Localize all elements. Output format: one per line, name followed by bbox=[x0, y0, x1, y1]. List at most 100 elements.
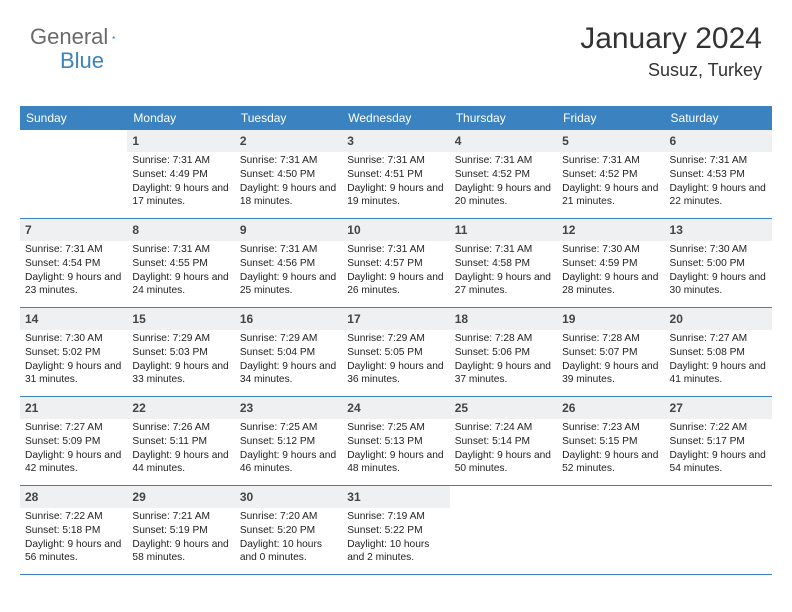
day-cell: 1Sunrise: 7:31 AMSunset: 4:49 PMDaylight… bbox=[127, 130, 234, 218]
day-cell: 7Sunrise: 7:31 AMSunset: 4:54 PMDaylight… bbox=[20, 219, 127, 307]
daylight-text: Daylight: 9 hours and 41 minutes. bbox=[670, 360, 767, 388]
sunset-text: Sunset: 5:19 PM bbox=[132, 524, 229, 538]
sunrise-text: Sunrise: 7:31 AM bbox=[455, 154, 552, 168]
day-info: Sunrise: 7:31 AMSunset: 4:56 PMDaylight:… bbox=[240, 243, 337, 298]
daylight-text: Daylight: 9 hours and 20 minutes. bbox=[455, 182, 552, 210]
day-cell: 25Sunrise: 7:24 AMSunset: 5:14 PMDayligh… bbox=[450, 397, 557, 485]
day-cell: 16Sunrise: 7:29 AMSunset: 5:04 PMDayligh… bbox=[235, 308, 342, 396]
day-number-row: 7 bbox=[20, 219, 127, 241]
sunset-text: Sunset: 5:02 PM bbox=[25, 346, 122, 360]
sunset-text: Sunset: 5:03 PM bbox=[132, 346, 229, 360]
day-number: 27 bbox=[670, 401, 683, 415]
day-info: Sunrise: 7:25 AMSunset: 5:12 PMDaylight:… bbox=[240, 421, 337, 476]
day-cell: 10 Sunrise: 7:31 AMSunset: 4:57 PMDayligh… bbox=[342, 219, 449, 307]
day-header-fri: Friday bbox=[557, 106, 664, 130]
daylight-text: Daylight: 9 hours and 28 minutes. bbox=[562, 271, 659, 299]
day-number: 18 bbox=[455, 312, 468, 326]
sunset-text: Sunset: 4:55 PM bbox=[132, 257, 229, 271]
day-info: Sunrise: 7:30 AMSunset: 4:59 PMDaylight:… bbox=[562, 243, 659, 298]
day-info: Sunrise: 7:31 AMSunset: 4:52 PMDaylight:… bbox=[455, 154, 552, 209]
day-number-row: 22 bbox=[127, 397, 234, 419]
daylight-text: Daylight: 9 hours and 27 minutes. bbox=[455, 271, 552, 299]
day-cell: 30Sunrise: 7:20 AMSunset: 5:20 PMDayligh… bbox=[235, 486, 342, 574]
day-info: Sunrise: 7:31 AMSunset: 4:58 PMDaylight:… bbox=[455, 243, 552, 298]
sunset-text: Sunset: 5:08 PM bbox=[670, 346, 767, 360]
sunset-text: Sunset: 5:00 PM bbox=[670, 257, 767, 271]
sunrise-text: Sunrise: 7:31 AM bbox=[347, 243, 444, 257]
daylight-text: Daylight: 9 hours and 30 minutes. bbox=[670, 271, 767, 299]
sunset-text: Sunset: 5:22 PM bbox=[347, 524, 444, 538]
day-cell: 11 Sunrise: 7:31 AMSunset: 4:58 PMDayligh… bbox=[450, 219, 557, 307]
sunrise-text: Sunrise: 7:22 AM bbox=[670, 421, 767, 435]
sunrise-text: Sunrise: 7:30 AM bbox=[670, 243, 767, 257]
day-cell: 6Sunrise: 7:31 AMSunset: 4:53 PMDaylight… bbox=[665, 130, 772, 218]
day-number-row: 4 bbox=[450, 130, 557, 152]
sunset-text: Sunset: 4:49 PM bbox=[132, 168, 229, 182]
day-cell: 31Sunrise: 7:19 AMSunset: 5:22 PMDayligh… bbox=[342, 486, 449, 574]
sunrise-text: Sunrise: 7:31 AM bbox=[562, 154, 659, 168]
day-cell: 18Sunrise: 7:28 AMSunset: 5:06 PMDayligh… bbox=[450, 308, 557, 396]
day-cell: 26Sunrise: 7:23 AMSunset: 5:15 PMDayligh… bbox=[557, 397, 664, 485]
sunset-text: Sunset: 4:54 PM bbox=[25, 257, 122, 271]
day-number: 6 bbox=[670, 134, 677, 148]
day-info: Sunrise: 7:31 AMSunset: 4:57 PMDaylight:… bbox=[347, 243, 444, 298]
sunrise-text: Sunrise: 7:28 AM bbox=[455, 332, 552, 346]
daylight-text: Daylight: 9 hours and 56 minutes. bbox=[25, 538, 122, 566]
sunrise-text: Sunrise: 7:31 AM bbox=[132, 154, 229, 168]
sunset-text: Sunset: 4:56 PM bbox=[240, 257, 337, 271]
sunset-text: Sunset: 5:14 PM bbox=[455, 435, 552, 449]
sunrise-text: Sunrise: 7:28 AM bbox=[562, 332, 659, 346]
sunset-text: Sunset: 5:07 PM bbox=[562, 346, 659, 360]
day-number-row: 21 bbox=[20, 397, 127, 419]
day-number-row: 14 bbox=[20, 308, 127, 330]
day-number-row: 18 bbox=[450, 308, 557, 330]
day-number-row: 1 bbox=[127, 130, 234, 152]
calendar: Sunday Monday Tuesday Wednesday Thursday… bbox=[20, 106, 772, 575]
day-number: 10 bbox=[347, 223, 360, 237]
day-number: 2 bbox=[240, 134, 247, 148]
day-number: 11 bbox=[455, 223, 468, 237]
logo-sail-icon bbox=[112, 27, 116, 47]
day-cell: 8Sunrise: 7:31 AMSunset: 4:55 PMDaylight… bbox=[127, 219, 234, 307]
daylight-text: Daylight: 9 hours and 52 minutes. bbox=[562, 449, 659, 477]
sunrise-text: Sunrise: 7:23 AM bbox=[562, 421, 659, 435]
sunrise-text: Sunrise: 7:29 AM bbox=[132, 332, 229, 346]
day-cell bbox=[450, 486, 557, 574]
sunrise-text: Sunrise: 7:31 AM bbox=[240, 154, 337, 168]
daylight-text: Daylight: 9 hours and 31 minutes. bbox=[25, 360, 122, 388]
day-number-row: 2 bbox=[235, 130, 342, 152]
sunrise-text: Sunrise: 7:19 AM bbox=[347, 510, 444, 524]
day-info: Sunrise: 7:28 AMSunset: 5:07 PMDaylight:… bbox=[562, 332, 659, 387]
day-info: Sunrise: 7:29 AMSunset: 5:03 PMDaylight:… bbox=[132, 332, 229, 387]
sunset-text: Sunset: 4:50 PM bbox=[240, 168, 337, 182]
day-cell: 17Sunrise: 7:29 AMSunset: 5:05 PMDayligh… bbox=[342, 308, 449, 396]
day-number: 9 bbox=[240, 223, 247, 237]
day-header-sat: Saturday bbox=[665, 106, 772, 130]
sunrise-text: Sunrise: 7:27 AM bbox=[670, 332, 767, 346]
sunset-text: Sunset: 4:57 PM bbox=[347, 257, 444, 271]
day-number-row: 5 bbox=[557, 130, 664, 152]
day-cell: 24Sunrise: 7:25 AMSunset: 5:13 PMDayligh… bbox=[342, 397, 449, 485]
daylight-text: Daylight: 9 hours and 54 minutes. bbox=[670, 449, 767, 477]
sunset-text: Sunset: 4:52 PM bbox=[455, 168, 552, 182]
daylight-text: Daylight: 9 hours and 21 minutes. bbox=[562, 182, 659, 210]
sunrise-text: Sunrise: 7:31 AM bbox=[132, 243, 229, 257]
day-number-row: 10 bbox=[342, 219, 449, 241]
day-number-row: 20 bbox=[665, 308, 772, 330]
daylight-text: Daylight: 9 hours and 48 minutes. bbox=[347, 449, 444, 477]
day-header-row: Sunday Monday Tuesday Wednesday Thursday… bbox=[20, 106, 772, 130]
sunset-text: Sunset: 4:51 PM bbox=[347, 168, 444, 182]
day-number-row: 3 bbox=[342, 130, 449, 152]
day-number: 30 bbox=[240, 490, 253, 504]
day-number: 24 bbox=[347, 401, 360, 415]
daylight-text: Daylight: 9 hours and 19 minutes. bbox=[347, 182, 444, 210]
day-number: 5 bbox=[562, 134, 569, 148]
daylight-text: Daylight: 9 hours and 39 minutes. bbox=[562, 360, 659, 388]
day-cell: 21Sunrise: 7:27 AMSunset: 5:09 PMDayligh… bbox=[20, 397, 127, 485]
daylight-text: Daylight: 9 hours and 36 minutes. bbox=[347, 360, 444, 388]
daylight-text: Daylight: 9 hours and 37 minutes. bbox=[455, 360, 552, 388]
week-row: 14Sunrise: 7:30 AMSunset: 5:02 PMDayligh… bbox=[20, 308, 772, 397]
daylight-text: Daylight: 9 hours and 25 minutes. bbox=[240, 271, 337, 299]
weeks-container: 1Sunrise: 7:31 AMSunset: 4:49 PMDaylight… bbox=[20, 130, 772, 575]
day-info: Sunrise: 7:31 AMSunset: 4:49 PMDaylight:… bbox=[132, 154, 229, 209]
